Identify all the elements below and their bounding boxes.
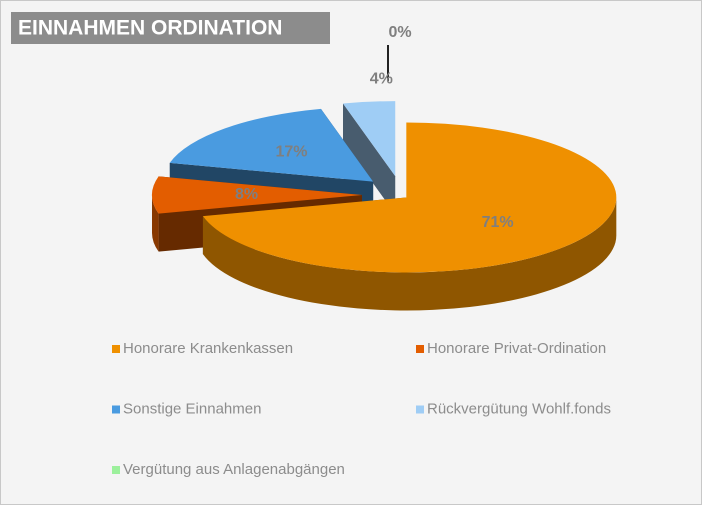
legend-swatch xyxy=(112,345,120,353)
chart-title: EINNAHMEN ORDINATION xyxy=(18,17,282,40)
legend-label: Sonstige Einnahmen xyxy=(123,400,261,417)
labels: 0% 4% 17% 8% 71% xyxy=(235,24,514,231)
data-label: 71% xyxy=(482,214,514,231)
slice-wall xyxy=(343,103,396,215)
legend-label: Honorare Krankenkassen xyxy=(123,340,293,357)
legend-swatch xyxy=(112,405,120,414)
data-label: 8% xyxy=(235,186,258,203)
legend-swatch xyxy=(416,405,424,414)
legend: Honorare Krankenkassen Honorare Privat-Or… xyxy=(112,340,611,478)
data-label: 0% xyxy=(388,24,411,41)
data-label: 17% xyxy=(275,144,307,161)
legend-label: Rückvergütung Wohlf.fonds xyxy=(427,400,611,417)
legend-label: Honorare Privat-Ordination xyxy=(427,340,606,357)
slice xyxy=(169,108,374,182)
legend-label: Vergütung aus Anlagenabgängen xyxy=(123,461,345,478)
legend-swatch xyxy=(112,466,120,474)
slice-side xyxy=(202,197,617,311)
slice xyxy=(343,101,396,177)
title-box xyxy=(11,12,330,44)
slice-side xyxy=(152,195,159,252)
data-label: 4% xyxy=(370,70,393,87)
pie xyxy=(151,101,617,311)
legend-swatch xyxy=(416,345,424,353)
slice xyxy=(202,122,617,273)
slice xyxy=(151,176,362,214)
